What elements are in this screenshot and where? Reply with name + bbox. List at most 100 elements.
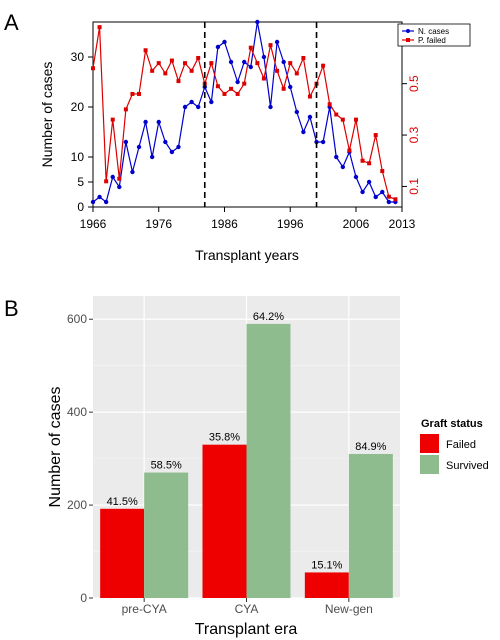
data-point (163, 71, 168, 76)
data-point (347, 148, 352, 153)
bar-value-label: 84.9% (355, 441, 386, 453)
y-tick-label: 600 (67, 312, 87, 326)
legend-label: Survived (446, 460, 489, 472)
data-point (229, 86, 234, 91)
data-point (183, 61, 188, 66)
data-point (320, 139, 326, 145)
data-point (104, 179, 109, 184)
data-point (149, 154, 155, 160)
data-point (307, 114, 313, 120)
data-point (143, 119, 148, 125)
data-point (334, 154, 339, 160)
data-point (242, 81, 247, 86)
data-point (110, 117, 115, 122)
data-point (380, 189, 385, 195)
data-point (169, 58, 174, 63)
legend-marker (406, 29, 410, 33)
x-tick-label: 1966 (80, 217, 107, 231)
y2-tick-label: 0.3 (407, 126, 421, 143)
data-point (189, 68, 194, 73)
data-point (189, 99, 194, 105)
data-point (294, 109, 300, 115)
bar-failed-pre-cya (100, 508, 145, 598)
data-point (169, 149, 175, 155)
data-point (163, 139, 168, 145)
data-point (235, 91, 240, 96)
data-point (353, 117, 358, 122)
y-tick-label: 0 (80, 591, 87, 605)
x-tick-label: pre-CYA (122, 602, 167, 616)
y-tick-label: 20 (71, 100, 85, 114)
panel-label-b: B (4, 296, 19, 321)
data-point (281, 86, 286, 91)
data-point (274, 39, 280, 45)
data-point (209, 61, 214, 66)
data-point (268, 104, 273, 110)
y2-tick-label: 0.5 (407, 75, 421, 92)
data-point (242, 59, 247, 65)
data-point (386, 199, 392, 205)
y-tick-label: 0 (77, 200, 84, 214)
bar-value-label: 35.8% (209, 432, 240, 444)
data-point (103, 199, 109, 205)
data-point (91, 66, 95, 71)
data-point (340, 164, 346, 170)
data-point (281, 59, 286, 65)
bar-value-label: 41.5% (107, 496, 138, 508)
panel-label-a: A (4, 10, 19, 35)
y-tick-label: 30 (71, 50, 85, 64)
data-point (261, 76, 266, 81)
data-point (353, 174, 359, 180)
data-point (110, 174, 115, 180)
bar-survived-cya (246, 323, 291, 598)
data-point (294, 71, 299, 76)
data-point (327, 102, 332, 107)
plot-background-b (93, 296, 400, 598)
series-line-n-cases (92, 21, 396, 204)
data-point (248, 64, 253, 70)
data-point (156, 119, 161, 125)
data-point (360, 189, 365, 195)
data-point (288, 61, 293, 66)
data-point (143, 48, 148, 53)
y-tick-label: 200 (67, 498, 87, 512)
legend-label: Failed (446, 439, 476, 451)
x-axis-title: Transplant years (195, 247, 299, 263)
data-point (373, 194, 378, 200)
data-point (176, 144, 181, 150)
x-tick-label: 1986 (211, 217, 238, 231)
data-point (176, 79, 181, 84)
data-point (275, 68, 280, 73)
data-point (255, 61, 260, 66)
data-point (334, 112, 339, 117)
data-point (255, 19, 260, 25)
bar-survived-pre-cya (144, 472, 189, 598)
x-tick-label: 2013 (389, 217, 416, 231)
data-point (137, 91, 142, 96)
y-axis-title: Number of cases (39, 62, 55, 168)
data-point (235, 79, 240, 85)
chart-a: A 0 5 10 20 30 0.1 0.3 0.5 1966 1976 1986 1996 2006 20… (4, 10, 471, 263)
data-point (97, 194, 102, 200)
data-point (195, 104, 201, 110)
data-point (196, 55, 201, 60)
data-point (215, 84, 220, 89)
legend-label: N. cases (418, 27, 449, 36)
data-point (136, 144, 142, 150)
data-point (261, 54, 267, 60)
series-line-p-failed (92, 27, 396, 200)
bar-failed-cya (202, 444, 247, 598)
bar-value-label: 15.1% (311, 559, 342, 571)
data-point (301, 129, 306, 135)
data-point (130, 91, 135, 96)
data-point (123, 139, 129, 145)
legend-box-a (397, 23, 471, 47)
y-tick-label: 5 (77, 175, 84, 189)
data-point (90, 199, 96, 205)
data-point (117, 184, 122, 190)
data-point (228, 59, 234, 65)
data-point (268, 43, 273, 48)
legend-title: Graft status (421, 418, 483, 430)
data-point (182, 104, 188, 110)
data-point (209, 99, 214, 105)
